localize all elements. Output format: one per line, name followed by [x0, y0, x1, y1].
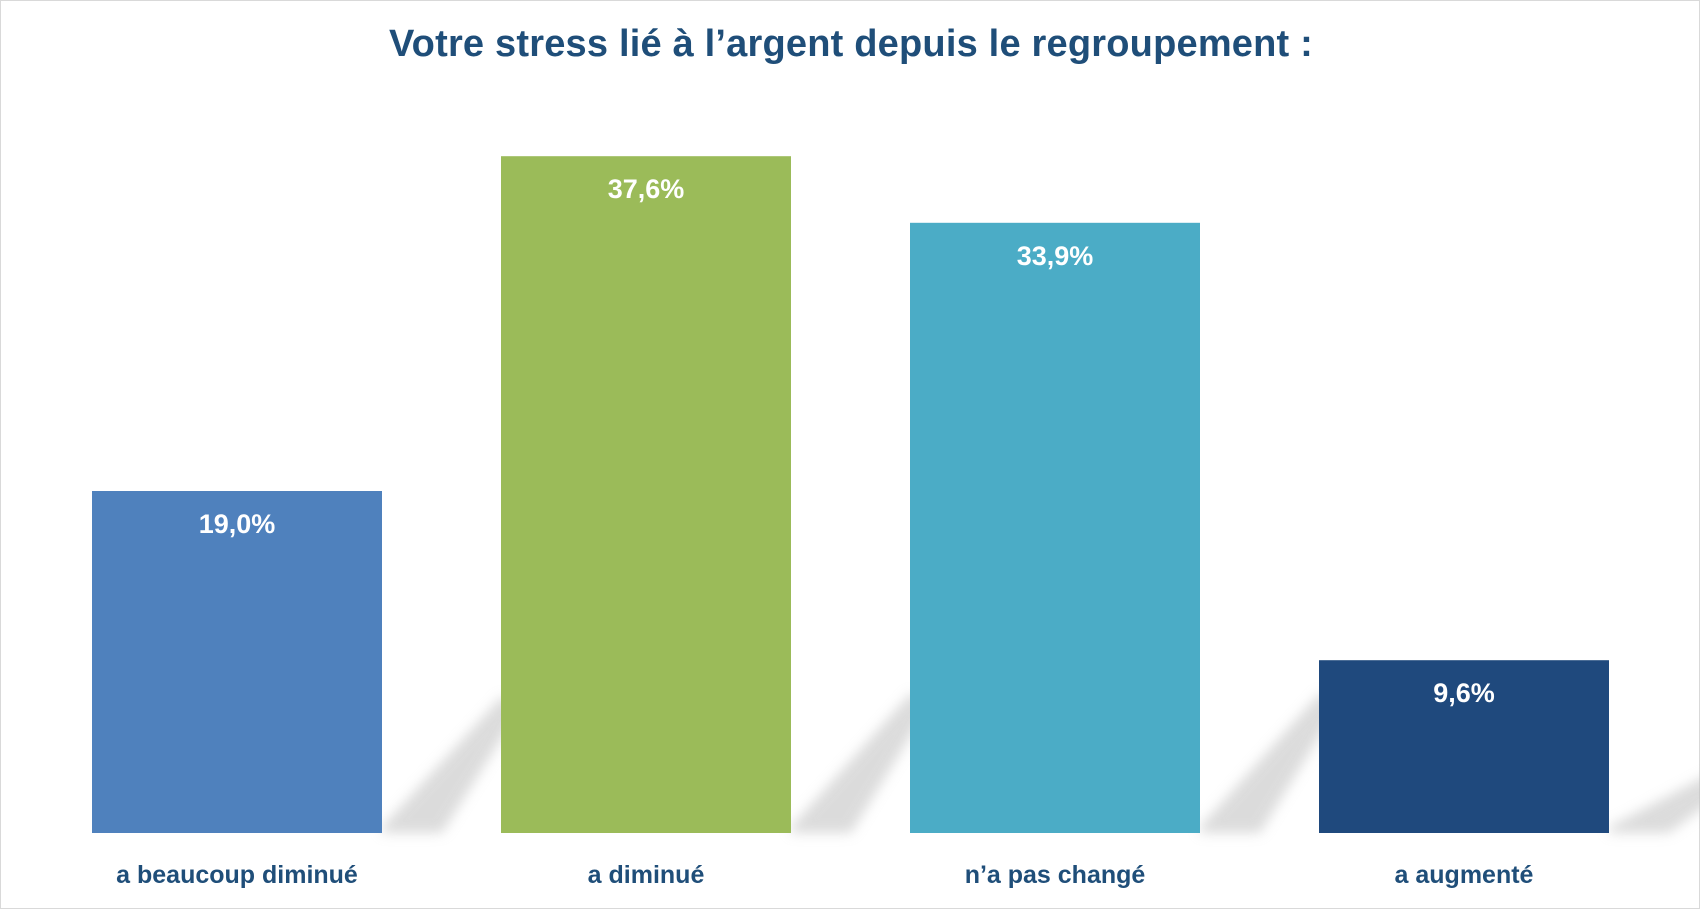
bars: 19,0% 37,6% 33,9% 9,6%	[92, 156, 1609, 834]
bar-1	[92, 491, 382, 833]
bar-2	[501, 156, 791, 833]
bar-4	[1319, 660, 1609, 833]
bar-value-label: 19,0%	[199, 509, 276, 539]
bar-value-label: 33,9%	[1017, 241, 1094, 271]
bar-shadow	[1609, 779, 1700, 833]
bar-shadow	[1200, 693, 1340, 833]
bar-value-label: 37,6%	[608, 174, 685, 204]
category-label: n’a pas changé	[965, 861, 1146, 889]
bar-3	[910, 222, 1200, 834]
category-labels: a beaucoup diminué a diminué n’a pas chang…	[116, 861, 1533, 889]
category-label: a augmenté	[1395, 861, 1534, 889]
bar-shadow	[382, 696, 522, 833]
bar-value-label: 9,6%	[1433, 678, 1495, 708]
chart-title: Votre stress lié à l’argent depuis le re…	[388, 23, 1314, 65]
bar-shadows	[382, 693, 1700, 833]
category-label: a beaucoup diminué	[116, 861, 358, 889]
category-label: a diminué	[588, 861, 705, 889]
bar-shadow	[791, 693, 931, 833]
